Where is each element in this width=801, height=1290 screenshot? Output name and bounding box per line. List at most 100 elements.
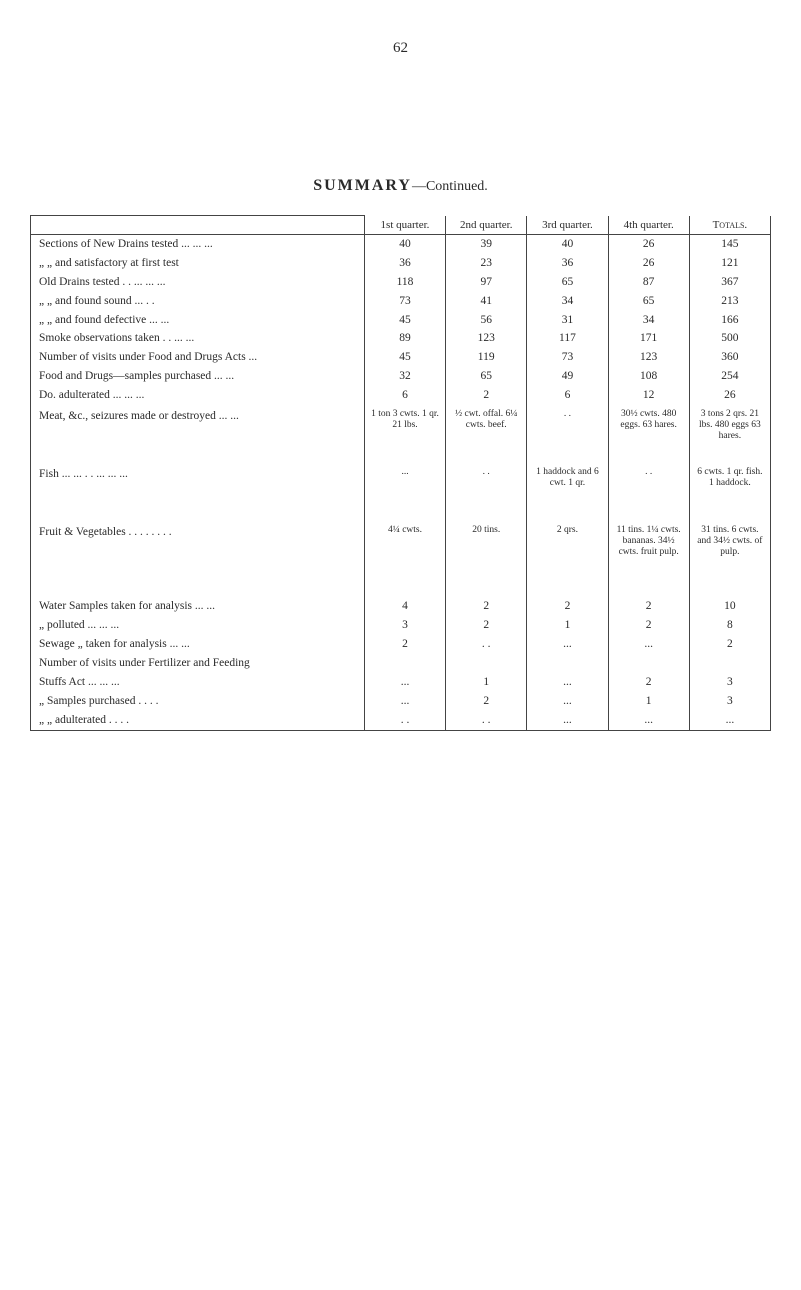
cell: 121 [689, 254, 770, 273]
cell: 119 [446, 348, 527, 367]
cell: ... [527, 673, 608, 692]
cell [364, 654, 445, 673]
cell: 6 [527, 386, 608, 405]
row-label-meat: Meat, &c., seizures made or destroyed ..… [31, 405, 365, 463]
header-q1: 1st quarter. [364, 216, 445, 235]
cell: 97 [446, 273, 527, 292]
cell-fruit-tot: 31 tins. 6 cwts. and 34½ cwts. of pulp. [689, 521, 770, 597]
cell-fish-tot: 6 cwts. 1 qr. fish. 1 haddock. [689, 463, 770, 521]
cell: 31 [527, 311, 608, 330]
cell: . . [364, 711, 445, 730]
cell: 32 [364, 367, 445, 386]
cell: 40 [364, 234, 445, 253]
cell: 2 [527, 597, 608, 616]
cell: 23 [446, 254, 527, 273]
cell: 36 [364, 254, 445, 273]
row-label: Number of visits under Fertilizer and Fe… [31, 654, 365, 673]
cell: 65 [608, 292, 689, 311]
cell: 36 [527, 254, 608, 273]
cell-fish-q3: 1 haddock and 6 cwt. 1 qr. [527, 463, 608, 521]
cell: 108 [608, 367, 689, 386]
row-label: Old Drains tested . . ... ... ... [31, 273, 365, 292]
cell: 87 [608, 273, 689, 292]
cell: 2 [364, 635, 445, 654]
cell: 254 [689, 367, 770, 386]
header-q3: 3rd quarter. [527, 216, 608, 235]
cell: ... [364, 673, 445, 692]
cell: 40 [527, 234, 608, 253]
cell: 3 [364, 616, 445, 635]
cell: . . [446, 711, 527, 730]
cell: 3 [689, 673, 770, 692]
cell: 26 [608, 234, 689, 253]
cell: 73 [527, 348, 608, 367]
summary-title: SUMMARY—Continued. [30, 177, 771, 195]
cell: 123 [446, 329, 527, 348]
cell: ... [689, 711, 770, 730]
cell: 2 [608, 597, 689, 616]
cell: 3 [689, 692, 770, 711]
cell-meat-q1: 1 ton 3 cwts. 1 qr. 21 lbs. [364, 405, 445, 463]
cell: 1 [527, 616, 608, 635]
cell: 500 [689, 329, 770, 348]
page-number: 62 [30, 40, 771, 57]
cell: ... [527, 692, 608, 711]
cell: ... [527, 635, 608, 654]
cell: 39 [446, 234, 527, 253]
cell [608, 654, 689, 673]
row-label: Sewage „ taken for analysis ... ... [31, 635, 365, 654]
cell: 2 [608, 673, 689, 692]
cell-fruit-q3: 2 qrs. [527, 521, 608, 597]
row-label: Do. adulterated ... ... ... [31, 386, 365, 405]
cell-fruit-q1: 4¼ cwts. [364, 521, 445, 597]
cell [527, 654, 608, 673]
row-label: „ „ and satisfactory at first test [31, 254, 365, 273]
cell: 26 [689, 386, 770, 405]
cell: 145 [689, 234, 770, 253]
cell: 1 [446, 673, 527, 692]
cell-meat-q3: . . [527, 405, 608, 463]
cell: 117 [527, 329, 608, 348]
cell: 2 [608, 616, 689, 635]
summary-table: 1st quarter. 2nd quarter. 3rd quarter. 4… [30, 215, 771, 731]
cell: 213 [689, 292, 770, 311]
row-label: „ „ and found sound ... . . [31, 292, 365, 311]
cell-meat-q2: ½ cwt. offal. 6¼ cwts. beef. [446, 405, 527, 463]
cell: 171 [608, 329, 689, 348]
cell: ... [527, 711, 608, 730]
cell: ... [608, 711, 689, 730]
cell: 2 [446, 386, 527, 405]
cell: 2 [446, 597, 527, 616]
cell: 6 [364, 386, 445, 405]
title-main: SUMMARY [313, 177, 412, 194]
row-label: „ Samples purchased . . . . [31, 692, 365, 711]
row-label: Smoke observations taken . . ... ... [31, 329, 365, 348]
cell: 89 [364, 329, 445, 348]
cell: 73 [364, 292, 445, 311]
cell: 34 [527, 292, 608, 311]
cell-fruit-q2: 20 tins. [446, 521, 527, 597]
cell: 4 [364, 597, 445, 616]
cell: 2 [446, 692, 527, 711]
cell: 10 [689, 597, 770, 616]
cell-fish-q2: . . [446, 463, 527, 521]
row-label: „ „ and found defective ... ... [31, 311, 365, 330]
cell: 123 [608, 348, 689, 367]
cell: 65 [446, 367, 527, 386]
cell: 360 [689, 348, 770, 367]
title-continued: —Continued. [412, 179, 488, 194]
cell: 8 [689, 616, 770, 635]
cell: 65 [527, 273, 608, 292]
cell: ... [608, 635, 689, 654]
cell: . . [446, 635, 527, 654]
row-label: Water Samples taken for analysis ... ... [31, 597, 365, 616]
cell: 45 [364, 311, 445, 330]
cell [689, 654, 770, 673]
cell: 45 [364, 348, 445, 367]
cell-meat-q4: 30½ cwts. 480 eggs. 63 hares. [608, 405, 689, 463]
cell: 56 [446, 311, 527, 330]
cell: 34 [608, 311, 689, 330]
row-label-fish: Fish ... ... . . ... ... ... [31, 463, 365, 521]
cell-meat-tot: 3 tons 2 qrs. 21 lbs. 480 eggs 63 hares. [689, 405, 770, 463]
cell-fish-q4: . . [608, 463, 689, 521]
